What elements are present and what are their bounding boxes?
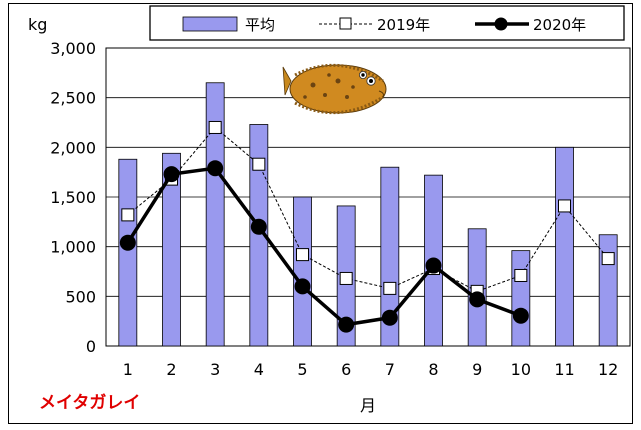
x-tick-label: 5 [297,360,307,379]
bar-average [118,158,138,347]
point-2020 [207,160,224,177]
legend-label-2019: 2019年 [377,16,430,34]
point-2019 [514,268,528,282]
legend: 平均 2019年 2020年 [149,5,625,41]
point-2019 [339,271,353,285]
chart-frame: kg 平均 2019年 2020年 [8,3,633,424]
legend-label-avg: 平均 [245,16,275,34]
point-2020 [119,234,136,251]
x-tick-label: 3 [210,360,220,379]
bar-average [555,146,574,347]
point-2020 [469,291,486,308]
legend-swatch-avg [182,16,238,32]
bar-average [205,82,225,347]
fish-catch-chart: kg 平均 2019年 2020年 [28,5,631,415]
point-2020 [250,218,267,235]
y-tick-label: 2,500 [50,89,96,108]
x-axis-title: 月 [360,396,376,415]
x-tick-label: 9 [472,360,482,379]
y-unit-label: kg [28,15,47,34]
legend-label-2020: 2020年 [533,16,586,34]
point-2019 [252,157,266,171]
point-2020 [381,309,398,326]
x-tick-label: 11 [554,360,574,379]
x-tick-label: 1 [123,360,133,379]
x-tick-label: 12 [598,360,618,379]
x-tick-label: 8 [428,360,438,379]
bar-average [380,166,400,347]
plot-area [105,47,631,347]
bar-average [293,196,312,347]
point-2020 [294,278,311,295]
x-axis-ticks: 1 2 3 4 5 6 7 8 9 10 11 12 [123,360,619,379]
x-tick-label: 2 [166,360,176,379]
legend-marker-2020 [494,17,508,31]
point-2019 [558,199,571,213]
point-2019 [601,252,615,266]
point-2019 [208,120,222,134]
point-2019 [121,208,135,222]
y-tick-label: 1,000 [50,238,96,257]
bar-average [162,152,181,347]
series-line [127,126,609,292]
species-label: メイタガレイ [39,393,140,413]
flatfish-illustration [282,63,387,115]
point-2019 [383,281,397,295]
point-2019 [296,248,309,262]
point-2020 [425,257,442,274]
series-2020 [119,160,529,333]
x-tick-label: 7 [385,360,395,379]
y-tick-label: 3,000 [50,39,96,58]
series-line [126,166,522,327]
y-tick-label: 500 [65,287,96,306]
legend-marker-2019 [339,17,352,30]
y-tick-label: 2,000 [50,138,96,157]
bar-average [249,124,269,347]
point-2020 [512,307,529,324]
y-axis-ticks: 0 500 1,000 1,500 2,000 2,500 3,000 [50,39,96,356]
x-tick-label: 4 [254,360,264,379]
point-2020 [163,166,180,183]
x-tick-label: 6 [341,360,351,379]
x-tick-label: 10 [511,360,531,379]
y-tick-label: 0 [86,337,96,356]
y-tick-label: 1,500 [50,188,96,207]
point-2020 [338,316,355,333]
